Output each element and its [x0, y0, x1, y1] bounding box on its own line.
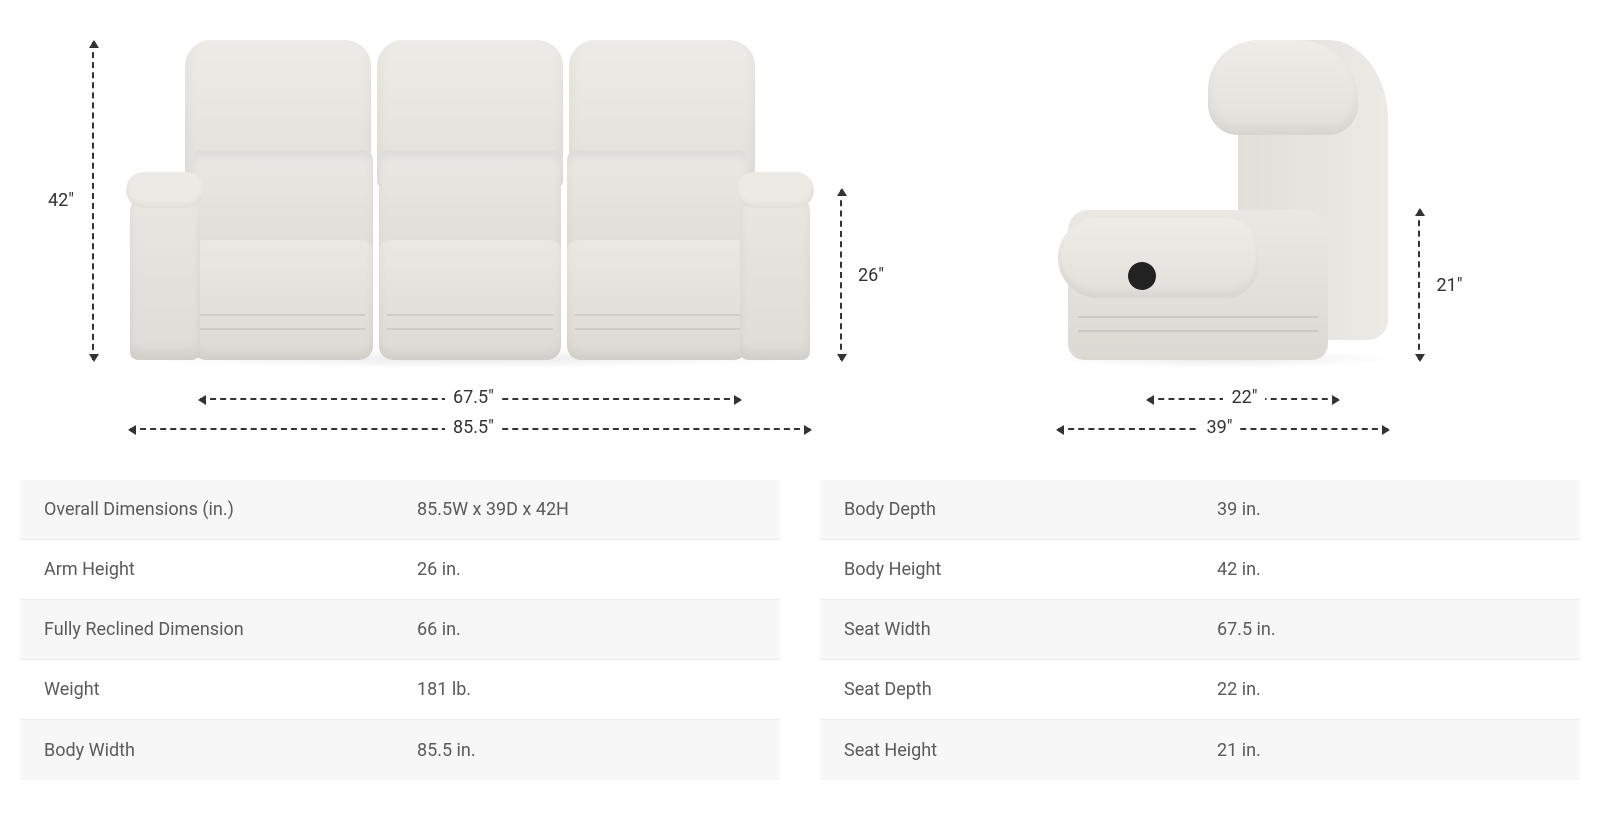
dim-label-overall-width: 85.5" [445, 417, 502, 438]
spec-value: 22 in. [1207, 679, 1580, 700]
dim-label-overall-depth: 39" [1198, 417, 1240, 438]
table-row: Fully Reclined Dimension 66 in. [20, 600, 780, 660]
spec-value: 39 in. [1207, 499, 1580, 520]
product-dimensions-panel: 42" 26" 67.5" 85.5" 21" [0, 0, 1600, 813]
spec-value: 67.5 in. [1207, 619, 1580, 640]
spec-label: Seat Width [820, 619, 1207, 640]
spec-table-left: Overall Dimensions (in.) 85.5W x 39D x 4… [20, 480, 780, 813]
dim-label-seat-depth: 22" [1223, 387, 1265, 408]
spec-label: Body Depth [820, 499, 1207, 520]
dim-label-seat-height: 21" [1436, 275, 1462, 296]
dim-label-seat-width: 67.5" [445, 387, 502, 408]
table-row: Body Width 85.5 in. [20, 720, 780, 780]
spec-value: 85.5 in. [407, 740, 780, 761]
spec-value: 42 in. [1207, 559, 1580, 580]
table-row: Weight 181 lb. [20, 660, 780, 720]
spec-value: 21 in. [1207, 740, 1580, 761]
front-view-diagram: 42" 26" 67.5" 85.5" [40, 30, 938, 460]
spec-label: Fully Reclined Dimension [20, 619, 407, 640]
table-row: Arm Height 26 in. [20, 540, 780, 600]
dim-line-overall-height [92, 42, 94, 360]
spec-value: 85.5W x 39D x 42H [407, 499, 780, 520]
spec-label: Seat Height [820, 740, 1207, 761]
dim-line-arm-height [840, 190, 842, 360]
dim-line-seat-height [1418, 210, 1420, 360]
table-row: Seat Width 67.5 in. [820, 600, 1580, 660]
spec-label: Body Width [20, 740, 407, 761]
spec-tables: Overall Dimensions (in.) 85.5W x 39D x 4… [0, 470, 1600, 813]
spec-table-right: Body Depth 39 in. Body Height 42 in. Sea… [820, 480, 1580, 813]
side-view-diagram: 21" 22" 39" [998, 30, 1560, 460]
spec-value: 181 lb. [407, 679, 780, 700]
sofa-front-illustration [130, 40, 810, 360]
table-row: Seat Height 21 in. [820, 720, 1580, 780]
table-row: Body Depth 39 in. [820, 480, 1580, 540]
spec-label: Seat Depth [820, 679, 1207, 700]
table-row: Seat Depth 22 in. [820, 660, 1580, 720]
spec-label: Arm Height [20, 559, 407, 580]
spec-value: 66 in. [407, 619, 780, 640]
dimension-diagrams: 42" 26" 67.5" 85.5" 21" [0, 0, 1600, 470]
dim-label-arm-height: 26" [858, 265, 884, 286]
sofa-side-illustration [1058, 40, 1388, 360]
spec-label: Body Height [820, 559, 1207, 580]
table-row: Body Height 42 in. [820, 540, 1580, 600]
spec-label: Overall Dimensions (in.) [20, 499, 407, 520]
dim-label-overall-height: 42" [48, 190, 74, 211]
spec-label: Weight [20, 679, 407, 700]
spec-value: 26 in. [407, 559, 780, 580]
table-row: Overall Dimensions (in.) 85.5W x 39D x 4… [20, 480, 780, 540]
